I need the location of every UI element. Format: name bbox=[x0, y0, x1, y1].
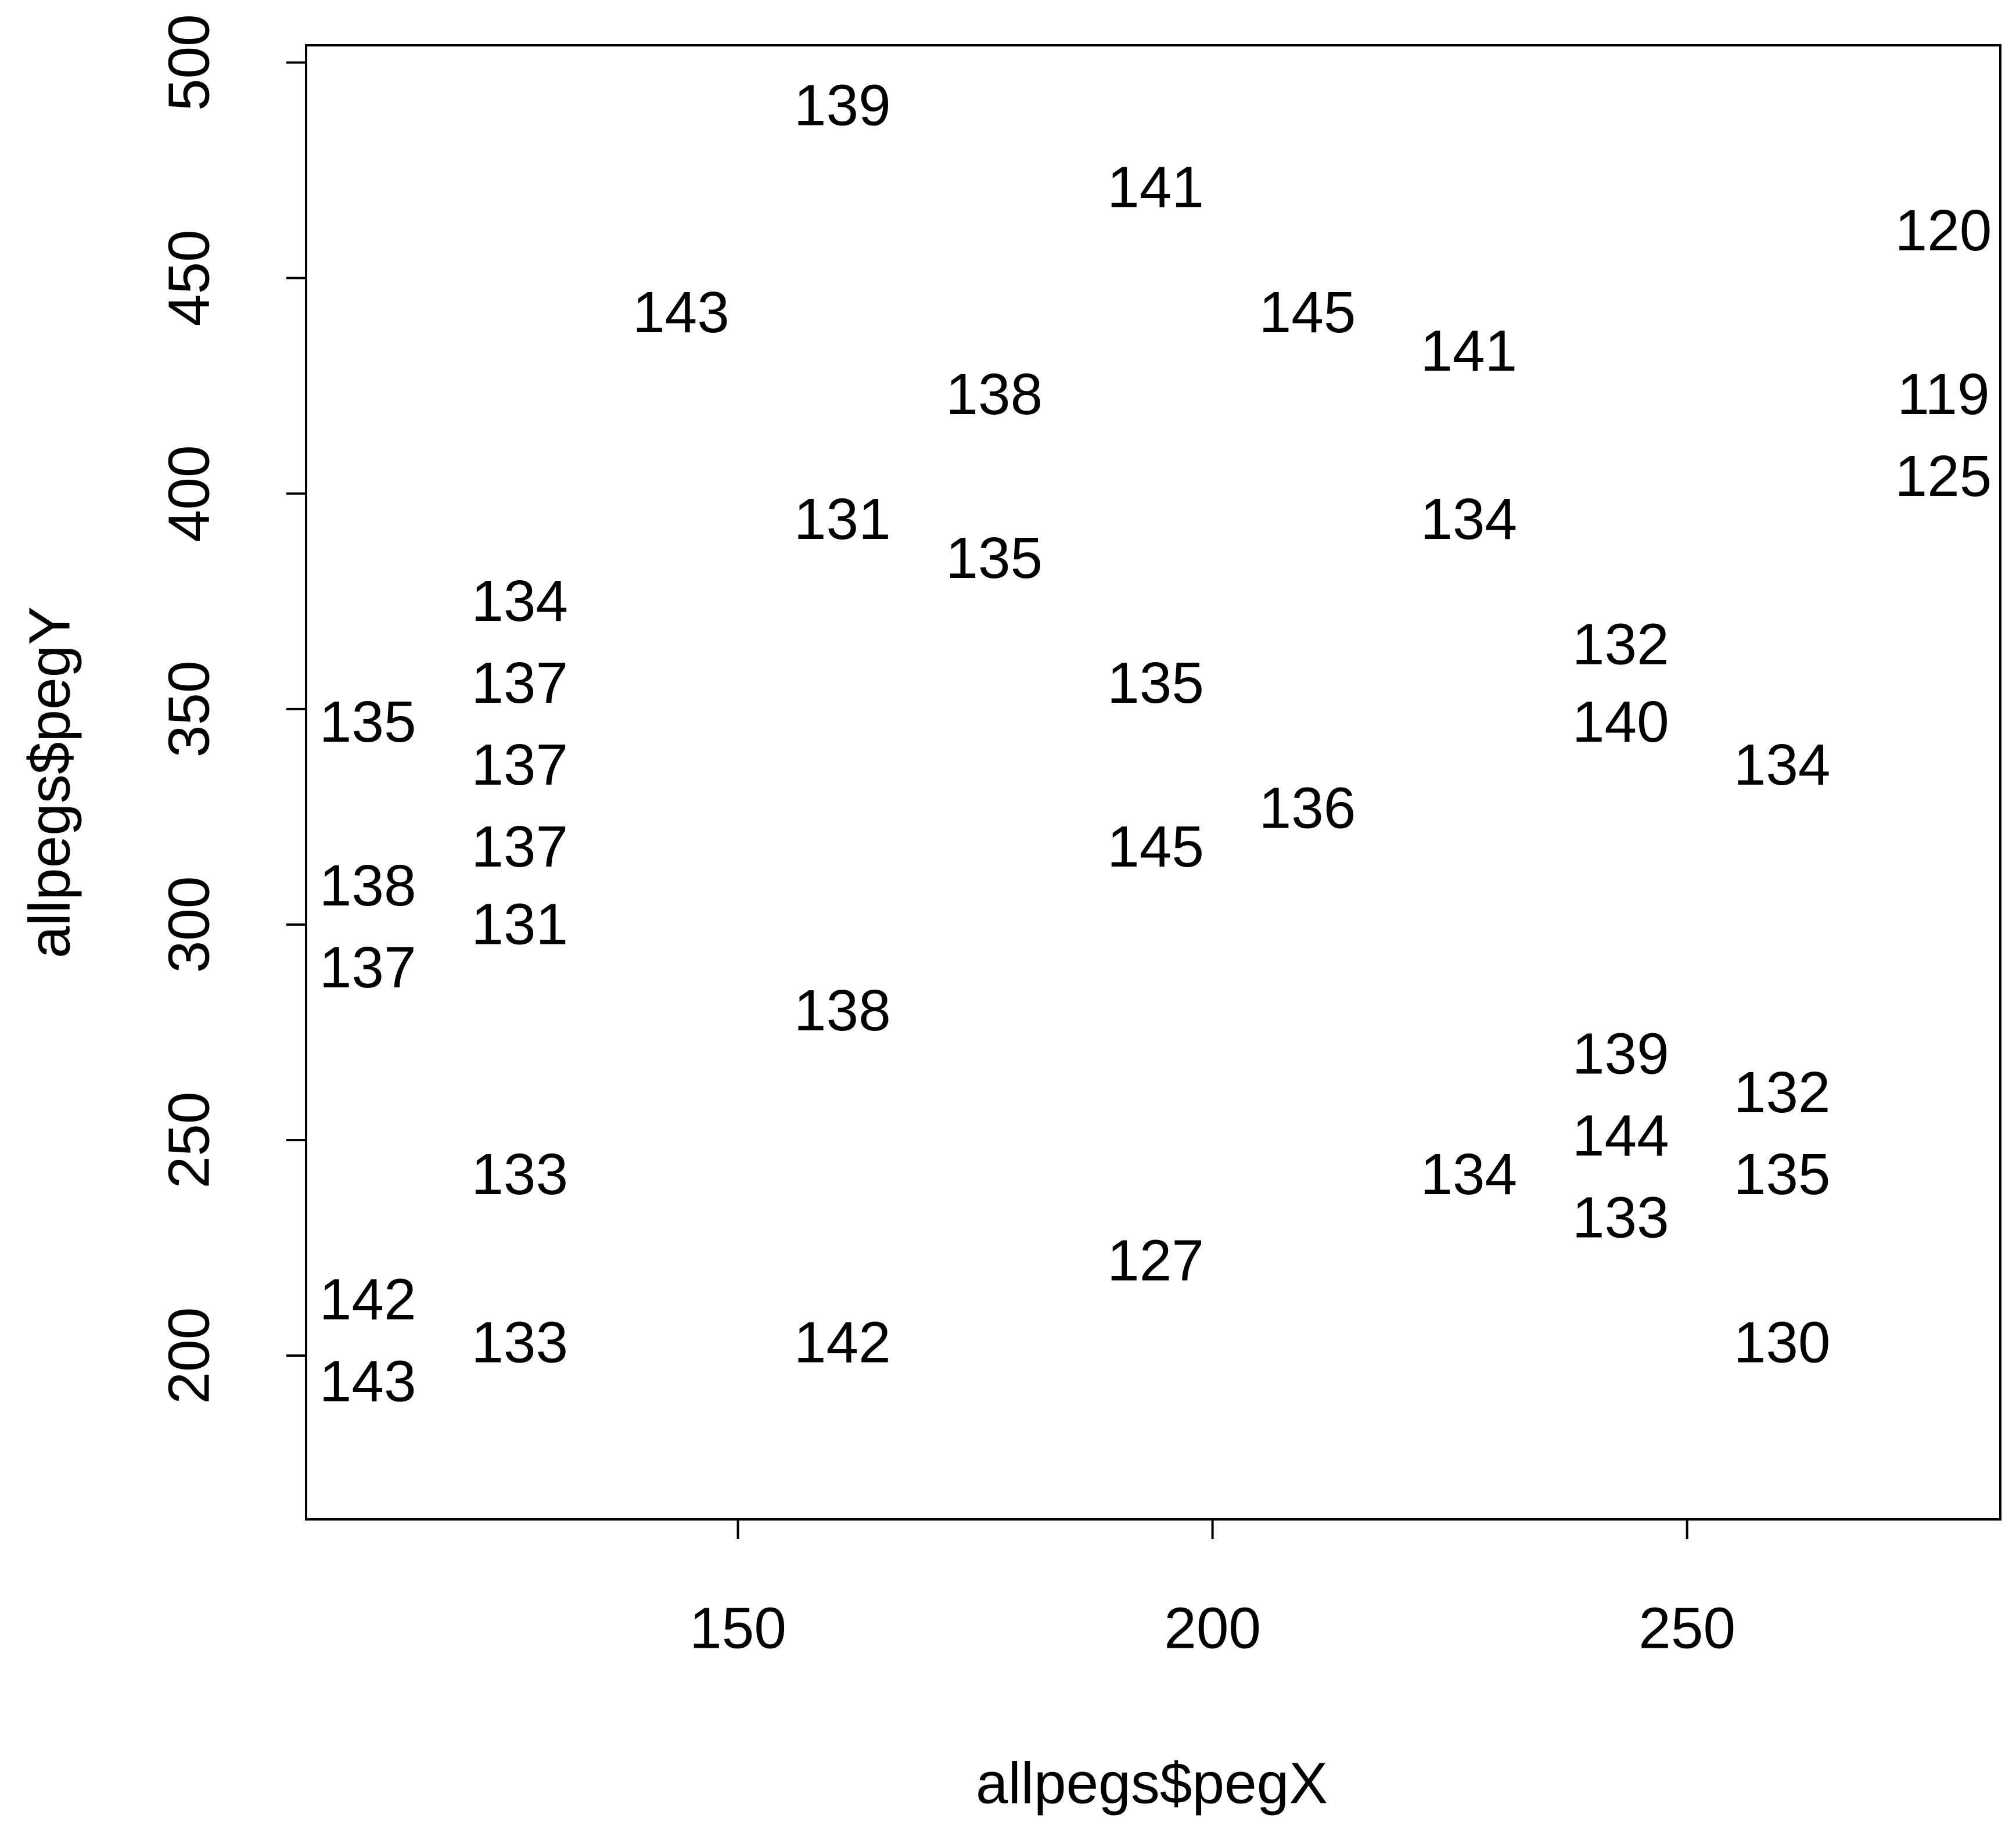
point-label: 137 bbox=[471, 650, 568, 716]
point-label: 132 bbox=[1572, 612, 1669, 677]
point-label: 141 bbox=[1107, 155, 1204, 220]
point-label: 135 bbox=[1107, 650, 1204, 716]
point-label: 135 bbox=[319, 689, 416, 754]
point-label: 143 bbox=[319, 1349, 416, 1414]
point-label: 134 bbox=[1420, 487, 1517, 552]
point-label: 139 bbox=[794, 73, 891, 138]
point-label: 138 bbox=[946, 362, 1043, 427]
point-label: 138 bbox=[319, 853, 416, 918]
point-label: 134 bbox=[1734, 732, 1831, 797]
point-label: 142 bbox=[794, 1310, 891, 1375]
point-label: 143 bbox=[633, 280, 730, 345]
point-label: 142 bbox=[319, 1267, 416, 1332]
y-tick-label: 250 bbox=[156, 1092, 221, 1189]
point-label: 141 bbox=[1420, 319, 1517, 384]
point-label: 136 bbox=[1259, 775, 1356, 840]
point-label: 140 bbox=[1572, 689, 1669, 754]
x-tick-label: 200 bbox=[1164, 1595, 1261, 1661]
point-label: 137 bbox=[471, 814, 568, 879]
y-tick-label: 400 bbox=[156, 445, 221, 542]
point-label: 134 bbox=[471, 569, 568, 634]
point-label: 127 bbox=[1107, 1228, 1204, 1293]
point-label: 119 bbox=[1897, 362, 1989, 427]
x-tick-label: 250 bbox=[1638, 1595, 1735, 1661]
point-label: 134 bbox=[1420, 1142, 1517, 1207]
y-tick-label: 300 bbox=[156, 876, 221, 973]
y-tick-label: 450 bbox=[156, 229, 221, 326]
point-label: 130 bbox=[1734, 1310, 1831, 1375]
point-label: 145 bbox=[1259, 280, 1356, 345]
point-label: 133 bbox=[471, 1310, 568, 1375]
point-label: 135 bbox=[1734, 1142, 1831, 1207]
point-label: 120 bbox=[1895, 198, 1992, 263]
point-label: 137 bbox=[319, 935, 416, 1000]
point-label: 132 bbox=[1734, 1060, 1831, 1125]
point-label: 137 bbox=[471, 732, 568, 797]
point-label: 138 bbox=[794, 978, 891, 1043]
point-label: 144 bbox=[1572, 1103, 1669, 1168]
point-label: 145 bbox=[1107, 814, 1204, 879]
point-label: 139 bbox=[1572, 1021, 1669, 1086]
y-tick-label: 500 bbox=[156, 14, 221, 111]
point-label: 131 bbox=[471, 892, 568, 957]
x-tick-label: 150 bbox=[689, 1595, 786, 1661]
point-label: 131 bbox=[794, 487, 891, 552]
point-label: 125 bbox=[1895, 444, 1992, 509]
point-label: 133 bbox=[471, 1142, 568, 1207]
y-tick-label: 350 bbox=[156, 660, 221, 757]
y-tick-label: 200 bbox=[156, 1307, 221, 1404]
point-label: 133 bbox=[1572, 1185, 1669, 1250]
x-axis-title: allpegs$pegX bbox=[976, 1751, 1328, 1816]
y-axis-title: allpegs$pegY bbox=[17, 606, 82, 958]
point-label: 135 bbox=[946, 526, 1043, 591]
